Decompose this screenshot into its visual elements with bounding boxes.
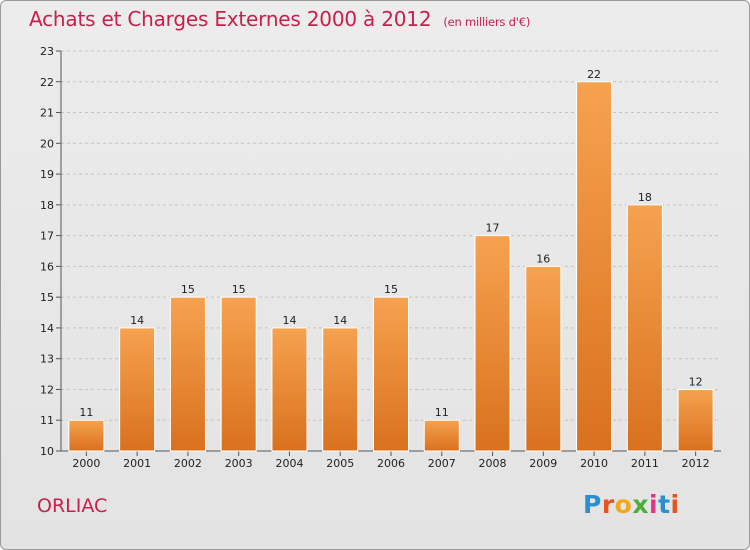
bar-value-label: 12	[689, 375, 703, 388]
logo-letter: i	[649, 490, 659, 519]
bar-value-label: 11	[79, 406, 93, 419]
bar-value-label: 14	[282, 314, 296, 327]
bars	[68, 81, 714, 452]
logo-letter: P	[583, 490, 602, 519]
bar-value-label: 15	[232, 283, 246, 296]
y-tick-label: 11	[40, 414, 54, 427]
bar	[119, 327, 156, 452]
x-tick-label: 2010	[580, 457, 608, 470]
bar-value-label: 15	[181, 283, 195, 296]
bar	[626, 204, 663, 452]
x-tick-label: 2001	[123, 457, 151, 470]
y-tick-label: 15	[40, 291, 54, 304]
proxiti-logo[interactable]: Proxiti	[583, 490, 680, 519]
bar	[423, 419, 460, 452]
bar-value-label: 11	[435, 406, 449, 419]
chart-title-text: Achats et Charges Externes 2000 à 2012	[29, 7, 432, 31]
bar	[68, 419, 105, 452]
x-tick-label: 2009	[529, 457, 557, 470]
logo-letter: o	[614, 490, 633, 519]
x-tick-label: 2007	[428, 457, 456, 470]
y-tick-label: 21	[40, 107, 54, 120]
bar	[271, 327, 308, 452]
x-tick-label: 2003	[225, 457, 253, 470]
bar	[220, 296, 257, 452]
bar	[677, 388, 714, 452]
x-tick-label: 2008	[479, 457, 507, 470]
data-labels: 11 14 15 15 14 14 15 11 17 16 22 18 12	[79, 68, 702, 419]
bar-value-label: 16	[536, 252, 550, 265]
y-tick-label: 20	[40, 137, 54, 150]
y-tick-label: 19	[40, 168, 54, 181]
bar	[474, 235, 511, 452]
y-tick-label: 10	[40, 445, 54, 458]
bar-value-label: 14	[130, 314, 144, 327]
bar	[576, 81, 613, 452]
bar-value-label: 22	[587, 68, 601, 81]
y-tick-label: 17	[40, 230, 54, 243]
bar	[372, 296, 410, 452]
chart-title: Achats et Charges Externes 2000 à 2012 (e…	[29, 7, 530, 31]
y-tick-label: 16	[40, 260, 54, 273]
x-tick-label: 2004	[275, 457, 303, 470]
bar-value-label: 14	[333, 314, 347, 327]
logo-letter: t	[658, 490, 671, 519]
logo-letter: i	[670, 490, 680, 519]
bar	[169, 296, 206, 452]
bar-value-label: 17	[486, 222, 500, 235]
bar	[322, 327, 359, 452]
bar-value-label: 18	[638, 191, 652, 204]
y-tick-label: 22	[40, 76, 54, 89]
x-tick-label: 2006	[377, 457, 405, 470]
logo-letter: r	[601, 490, 615, 519]
x-tick-label: 2011	[631, 457, 659, 470]
x-tick-label: 2012	[682, 457, 710, 470]
y-tick-label: 13	[40, 353, 54, 366]
x-tick-label: 2002	[174, 457, 202, 470]
x-tick-label: 2000	[72, 457, 100, 470]
y-tick-label: 12	[40, 383, 54, 396]
y-tick-label: 23	[40, 45, 54, 58]
bar-value-label: 15	[384, 283, 398, 296]
commune-name: ORLIAC	[37, 495, 108, 517]
y-tick-label: 18	[40, 199, 54, 212]
logo-letter: x	[632, 490, 649, 519]
bar	[525, 265, 562, 452]
chart-subtitle: (en milliers d'€)	[443, 15, 531, 29]
x-tick-label: 2005	[326, 457, 354, 470]
y-tick-label: 14	[40, 322, 54, 335]
